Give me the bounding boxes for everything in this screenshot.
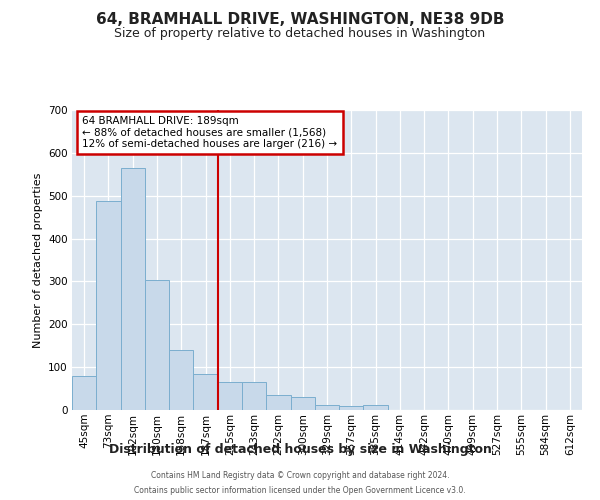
Bar [96, 201, 121, 410]
Bar [145, 280, 169, 410]
Bar [218, 382, 242, 410]
Text: Contains public sector information licensed under the Open Government Licence v3: Contains public sector information licen… [134, 486, 466, 495]
Bar [169, 350, 193, 410]
Bar [242, 382, 266, 410]
Bar [72, 376, 96, 410]
Text: 64 BRAMHALL DRIVE: 189sqm
← 88% of detached houses are smaller (1,568)
12% of se: 64 BRAMHALL DRIVE: 189sqm ← 88% of detac… [82, 116, 337, 149]
Bar [121, 168, 145, 410]
Text: Distribution of detached houses by size in Washington: Distribution of detached houses by size … [109, 442, 491, 456]
Text: Contains HM Land Registry data © Crown copyright and database right 2024.: Contains HM Land Registry data © Crown c… [151, 471, 449, 480]
Bar [290, 397, 315, 410]
Text: 64, BRAMHALL DRIVE, WASHINGTON, NE38 9DB: 64, BRAMHALL DRIVE, WASHINGTON, NE38 9DB [96, 12, 504, 28]
Bar [339, 406, 364, 410]
Bar [266, 395, 290, 410]
Bar [364, 405, 388, 410]
Bar [193, 374, 218, 410]
Bar [315, 405, 339, 410]
Y-axis label: Number of detached properties: Number of detached properties [32, 172, 43, 348]
Text: Size of property relative to detached houses in Washington: Size of property relative to detached ho… [115, 28, 485, 40]
